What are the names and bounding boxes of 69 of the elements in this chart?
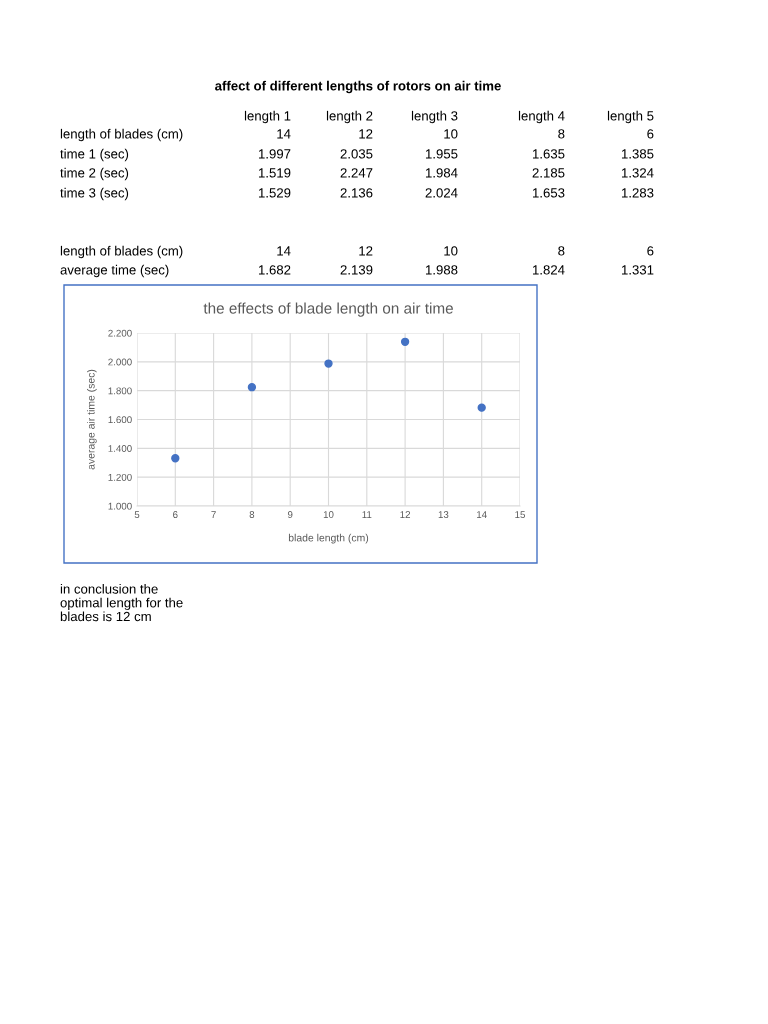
text: in conclusion the optimal length for the blades is 12 cm [60, 584, 183, 622]
text: 8 [558, 246, 565, 256]
text: length 3 [411, 110, 458, 124]
text: 1.988 [425, 265, 458, 275]
x-tick-label: 14 [477, 511, 487, 518]
x-tick-label: 9 [287, 511, 293, 518]
point [171, 454, 180, 463]
text: 10 [444, 129, 458, 139]
text: 12 [359, 246, 373, 256]
text: 2.139 [340, 265, 373, 275]
text: 1.635 [532, 149, 565, 159]
text: 1.824 [532, 265, 565, 275]
text: 1.324 [621, 168, 654, 178]
text: length of blades (cm) [60, 245, 183, 259]
x-tick-label: 6 [173, 511, 178, 518]
point [247, 383, 257, 392]
point [400, 337, 410, 346]
text: 2.185 [532, 168, 565, 178]
text: 14 [277, 246, 291, 256]
y-tick-label: 1.400 [108, 445, 132, 452]
text: time 1 (sec) [60, 148, 129, 162]
point [477, 403, 486, 412]
point [324, 359, 333, 368]
text: time 2 (sec) [60, 167, 129, 181]
y-tick-label: 1.600 [108, 416, 132, 424]
text: 1.955 [425, 149, 458, 159]
text: 1.519 [258, 168, 291, 178]
text: length 4 [518, 110, 565, 124]
text: 1.653 [532, 188, 565, 198]
text: 2.035 [340, 149, 373, 159]
x-axis-title: blade length (cm) [288, 533, 369, 544]
x-tick-label: 7 [211, 511, 216, 518]
x-tick-label: 5 [134, 511, 140, 518]
text: average time (sec) [60, 264, 169, 278]
text: length 2 [326, 110, 373, 124]
x-tick-label: 13 [438, 511, 449, 518]
y-tick-label: 1.200 [108, 473, 132, 481]
text: 12 [359, 129, 373, 139]
text: 1.529 [258, 188, 291, 198]
x-tick-label: 15 [515, 511, 525, 518]
text: 1.682 [258, 265, 291, 275]
text: 1.984 [425, 168, 458, 178]
text: 2.024 [425, 188, 458, 198]
text: length 1 [244, 110, 291, 124]
text: 6 [647, 129, 654, 139]
text: time 3 (sec) [60, 187, 129, 201]
x-tick-label: 8 [249, 511, 255, 518]
x-tick-label: 12 [400, 511, 411, 518]
text: length 5 [607, 110, 654, 124]
text: affect of different lengths of rotors on air time [215, 80, 501, 94]
text: 1.283 [621, 188, 654, 198]
y-axis-title: average air time (sec) [86, 369, 97, 470]
text: 2.136 [340, 188, 373, 198]
y-tick-label: 2.200 [108, 329, 132, 337]
text: 1.385 [621, 149, 654, 159]
y-tick-label: 2.000 [108, 358, 132, 366]
text: 10 [444, 246, 458, 256]
text: length of blades (cm) [60, 128, 183, 142]
text: 1.997 [258, 149, 291, 159]
chart-title: the effects of blade length on air time [203, 302, 453, 317]
text: 1.331 [621, 265, 654, 275]
x-tick-label: 10 [323, 511, 334, 518]
x-tick-label: 11 [362, 511, 372, 518]
text: 8 [558, 129, 565, 139]
text: 14 [277, 129, 291, 139]
text: 2.247 [340, 168, 373, 178]
y-tick-label: 1.800 [108, 387, 132, 395]
text: 6 [647, 246, 654, 256]
y-tick-label: 1.000 [108, 502, 132, 510]
